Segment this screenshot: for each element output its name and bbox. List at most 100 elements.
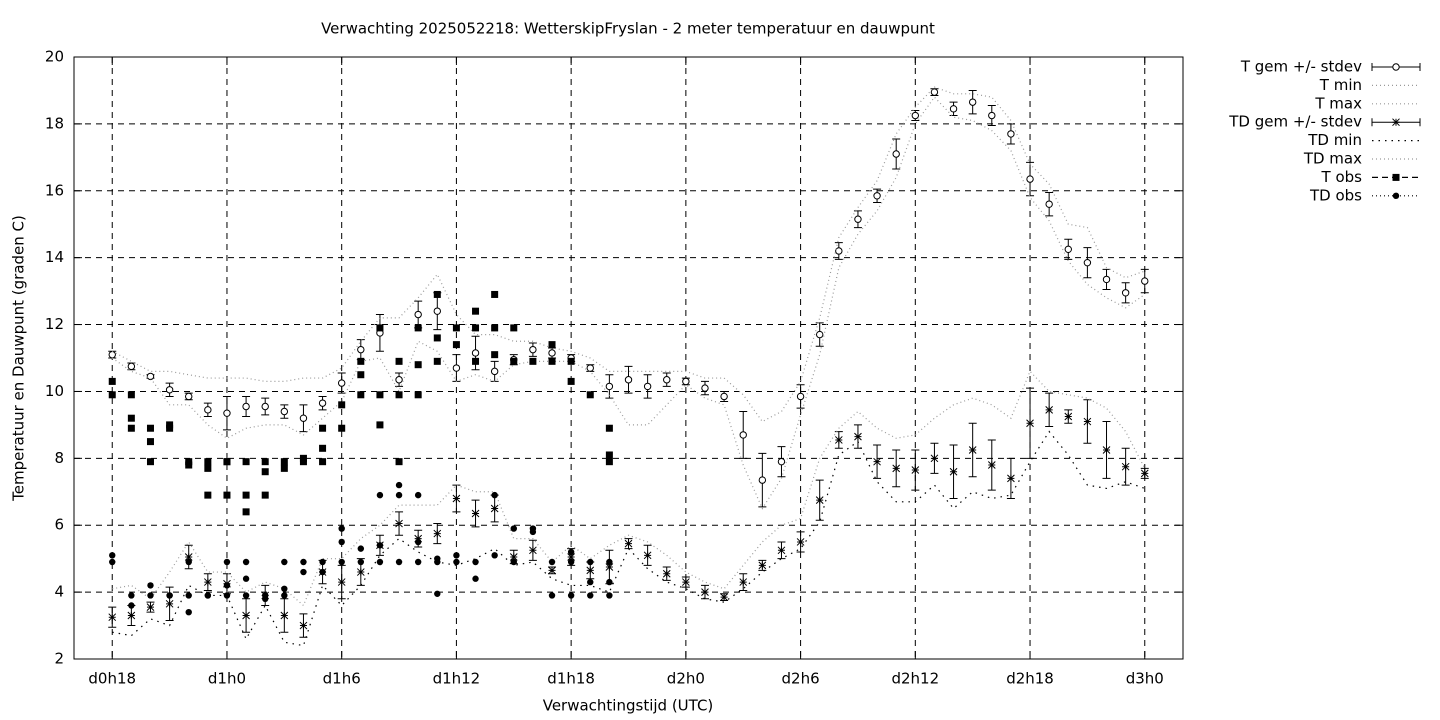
- marker: [242, 558, 250, 566]
- marker: [434, 590, 441, 597]
- legend-label: T max: [1314, 94, 1362, 112]
- marker: [548, 357, 556, 365]
- marker: [739, 431, 747, 439]
- marker: [720, 392, 728, 401]
- y-tick-label: 18: [45, 114, 64, 132]
- legend-label: TD min: [1307, 131, 1362, 149]
- x-tick-label: d0h18: [88, 670, 136, 688]
- marker: [280, 458, 288, 466]
- marker: [968, 446, 977, 454]
- marker: [281, 558, 288, 566]
- marker: [281, 592, 288, 599]
- marker: [319, 558, 326, 566]
- chart-title: Verwachting 2025052218: WetterskipFrysla…: [321, 20, 935, 38]
- marker: [1064, 245, 1072, 254]
- marker: [433, 290, 441, 298]
- marker: [452, 494, 461, 503]
- marker: [701, 384, 709, 392]
- marker: [242, 575, 250, 582]
- marker: [146, 603, 155, 612]
- legend-label: TD gem +/- stdev: [1228, 113, 1362, 131]
- marker: [242, 592, 250, 599]
- marker: [395, 491, 403, 499]
- marker: [510, 525, 517, 532]
- marker: [1392, 192, 1400, 199]
- marker: [988, 111, 996, 120]
- marker: [223, 409, 231, 417]
- marker: [300, 558, 307, 566]
- marker: [242, 458, 250, 466]
- marker: [261, 491, 269, 499]
- marker: [624, 376, 633, 384]
- marker: [472, 357, 480, 365]
- marker: [758, 561, 767, 570]
- marker: [605, 382, 614, 391]
- marker: [1121, 462, 1130, 471]
- x-axis-label: Verwachtingstijd (UTC): [543, 697, 714, 715]
- y-tick-label: 10: [45, 382, 64, 400]
- marker: [1026, 419, 1034, 428]
- marker: [261, 468, 269, 476]
- marker: [491, 552, 498, 559]
- marker: [433, 334, 441, 342]
- marker: [127, 362, 136, 371]
- marker: [606, 578, 613, 586]
- marker: [567, 592, 575, 599]
- marker: [587, 592, 594, 599]
- marker: [127, 414, 135, 422]
- marker: [1026, 175, 1034, 183]
- marker: [108, 391, 116, 399]
- marker: [490, 504, 499, 513]
- marker: [567, 548, 575, 556]
- marker: [605, 563, 614, 571]
- marker: [338, 538, 345, 546]
- marker: [529, 546, 537, 555]
- marker: [185, 461, 193, 469]
- marker: [720, 593, 728, 601]
- marker: [337, 578, 346, 586]
- marker: [337, 379, 346, 387]
- marker: [873, 192, 881, 200]
- marker: [510, 558, 517, 566]
- marker: [892, 464, 901, 473]
- marker: [587, 558, 594, 566]
- marker: [739, 578, 748, 586]
- marker: [204, 406, 212, 414]
- marker: [165, 386, 174, 394]
- marker: [490, 367, 499, 376]
- marker: [166, 592, 173, 599]
- marker: [299, 454, 307, 462]
- y-tick-label: 16: [45, 181, 64, 199]
- marker: [108, 350, 116, 359]
- marker: [357, 558, 365, 566]
- marker: [548, 558, 556, 566]
- marker: [472, 558, 479, 566]
- marker: [1102, 275, 1111, 284]
- marker: [548, 349, 556, 357]
- marker: [165, 599, 174, 608]
- marker: [682, 377, 690, 386]
- marker: [663, 376, 671, 384]
- marker: [376, 558, 384, 566]
- marker: [816, 330, 824, 339]
- marker: [1392, 173, 1400, 181]
- marker: [433, 357, 441, 365]
- marker: [1083, 417, 1092, 426]
- marker: [434, 558, 441, 566]
- legend-label: T min: [1319, 76, 1362, 94]
- marker: [452, 364, 461, 372]
- y-tick-label: 14: [45, 248, 64, 266]
- marker: [835, 247, 843, 255]
- marker: [548, 592, 556, 599]
- marker: [433, 529, 442, 538]
- y-tick-label: 8: [54, 449, 64, 467]
- marker: [586, 364, 594, 372]
- marker: [319, 424, 327, 432]
- marker: [262, 595, 269, 602]
- marker: [395, 391, 403, 399]
- marker: [892, 150, 900, 158]
- marker: [529, 357, 537, 365]
- marker: [758, 476, 767, 484]
- x-tick-label: d3h0: [1126, 670, 1164, 688]
